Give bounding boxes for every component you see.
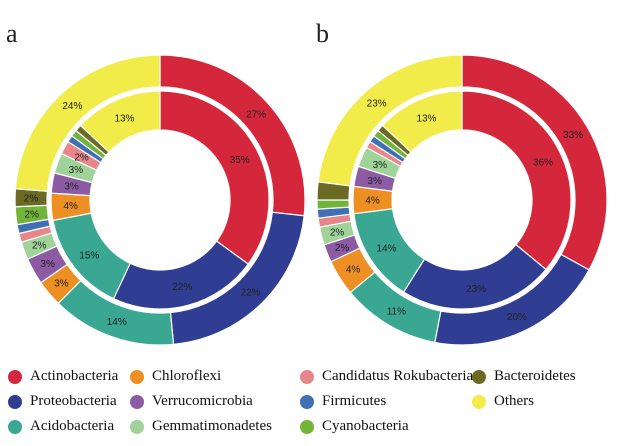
slice-label-b-outer-verrucomicrobia: 2% [335,243,350,254]
legend-swatch [130,394,144,409]
legend-swatch [8,394,22,409]
legend-item-candidatus-rokubacteria: Candidatus Rokubacteria [300,368,473,385]
legend-item-proteobacteria: Proteobacteria [8,393,117,410]
legend-swatch [8,419,22,434]
legend-swatch [300,369,314,384]
legend-item-verrucomicrobia: Verrucomicrobia [130,393,253,410]
slice-label-a-outer-gemmatimonadetes: 2% [32,241,47,252]
slice-label-a-inner-acidobacteria: 15% [79,250,99,261]
slice-label-a-inner-chloroflexi: 4% [63,201,78,212]
slice-label-b-outer-gemmatimonadetes: 2% [330,228,345,239]
legend-label: Firmicutes [322,393,387,409]
slice-label-a-outer-acidobacteria: 14% [107,317,127,328]
slice-b-inner-actinobacteria [461,90,572,271]
legend-item-bacteroidetes: Bacteroidetes [472,368,576,385]
slice-b-outer-others [317,54,463,187]
legend-label: Cyanobacteria [322,418,409,434]
slice-label-b-inner-verrucomicrobia: 3% [367,176,382,187]
legend-label: Candidatus Rokubacteria [322,368,474,384]
legend-item-cyanobacteria: Cyanobacteria [300,418,409,435]
legend-swatch [300,419,314,434]
slice-label-a-inner-candidatus-rokubacteria: 2% [74,152,89,163]
legend-item-actinobacteria: Actinobacteria [8,368,118,385]
legend-item-firmicutes: Firmicutes [300,393,386,410]
legend-item-acidobacteria: Acidobacteria [8,418,114,435]
legend-swatch [8,369,22,384]
slice-a-inner-others [79,90,161,153]
legend-label: Proteobacteria [30,393,117,409]
legend-label: Acidobacteria [30,418,115,434]
slice-label-b-inner-gemmatimonadetes: 3% [373,160,388,171]
legend-swatch [130,419,144,434]
slice-label-b-inner-proteobacteria: 23% [466,284,486,295]
slice-label-b-inner-others: 13% [416,113,436,124]
slice-label-a-outer-actinobacteria: 27% [246,109,266,120]
slice-label-b-outer-acidobacteria: 11% [387,307,406,318]
slice-a-inner-actinobacteria [159,90,270,265]
legend-swatch [300,394,314,409]
slice-label-a-outer-bacteroidetes: 2% [24,193,39,204]
legend: Actinobacteria Proteobacteria Acidobacteri… [0,360,625,446]
panel-letter-b: b [316,19,329,48]
legend-item-others: Others [472,393,534,410]
donut-chart-a: 27% 22% 14% 3% 3% 2% 2% 2% 24% 35% 22% 15% 4% 3% 3% 2% 1… [14,54,306,346]
slice-label-a-outer-others: 24% [62,101,82,112]
slice-label-a-outer-cyanobacteria: 2% [25,210,40,221]
legend-label: Bacteroidetes [494,368,576,384]
slice-label-a-inner-others: 13% [114,113,134,124]
slice-b-inner-others [381,90,463,153]
slice-label-b-outer-others: 23% [367,99,387,110]
slice-label-a-outer-proteobacteria: 22% [240,287,260,298]
slice-label-a-inner-verrucomicrobia: 3% [64,181,79,192]
legend-swatch [130,369,144,384]
legend-item-chloroflexi: Chloroflexi [130,368,221,385]
slice-b-outer-cyanobacteria [316,199,350,210]
legend-label: Gemmatimonadetes [152,418,272,434]
slice-label-b-outer-proteobacteria: 20% [507,312,527,323]
legend-item-gemmatimonadetes: Gemmatimonadetes [130,418,272,435]
slice-label-b-inner-chloroflexi: 4% [365,196,380,207]
donut-chart-b: 33% 20% 11% 4% 2% 2% 23% 36% 23% 14% 4% 3% 3% 13% [316,54,608,346]
legend-label: Others [494,393,534,409]
slice-label-a-outer-verrucomicrobia: 3% [40,259,55,270]
legend-label: Verrucomicrobia [152,393,253,409]
legend-label: Chloroflexi [152,368,222,384]
slice-label-a-inner-gemmatimonadetes: 3% [69,165,84,176]
slice-label-b-inner-acidobacteria: 14% [376,243,396,254]
slice-label-b-inner-actinobacteria: 36% [533,157,553,168]
panel-letter-a: a [6,19,18,48]
legend-swatch [472,394,486,409]
slice-label-a-outer-chloroflexi: 3% [54,279,69,290]
slice-label-a-inner-proteobacteria: 22% [172,282,192,293]
legend-swatch [472,369,486,384]
slice-a-outer-others [14,54,161,192]
slice-label-b-outer-actinobacteria: 33% [563,130,583,141]
slice-label-b-outer-chloroflexi: 4% [346,265,361,276]
legend-label: Actinobacteria [30,368,119,384]
slice-label-a-inner-actinobacteria: 35% [230,155,250,166]
